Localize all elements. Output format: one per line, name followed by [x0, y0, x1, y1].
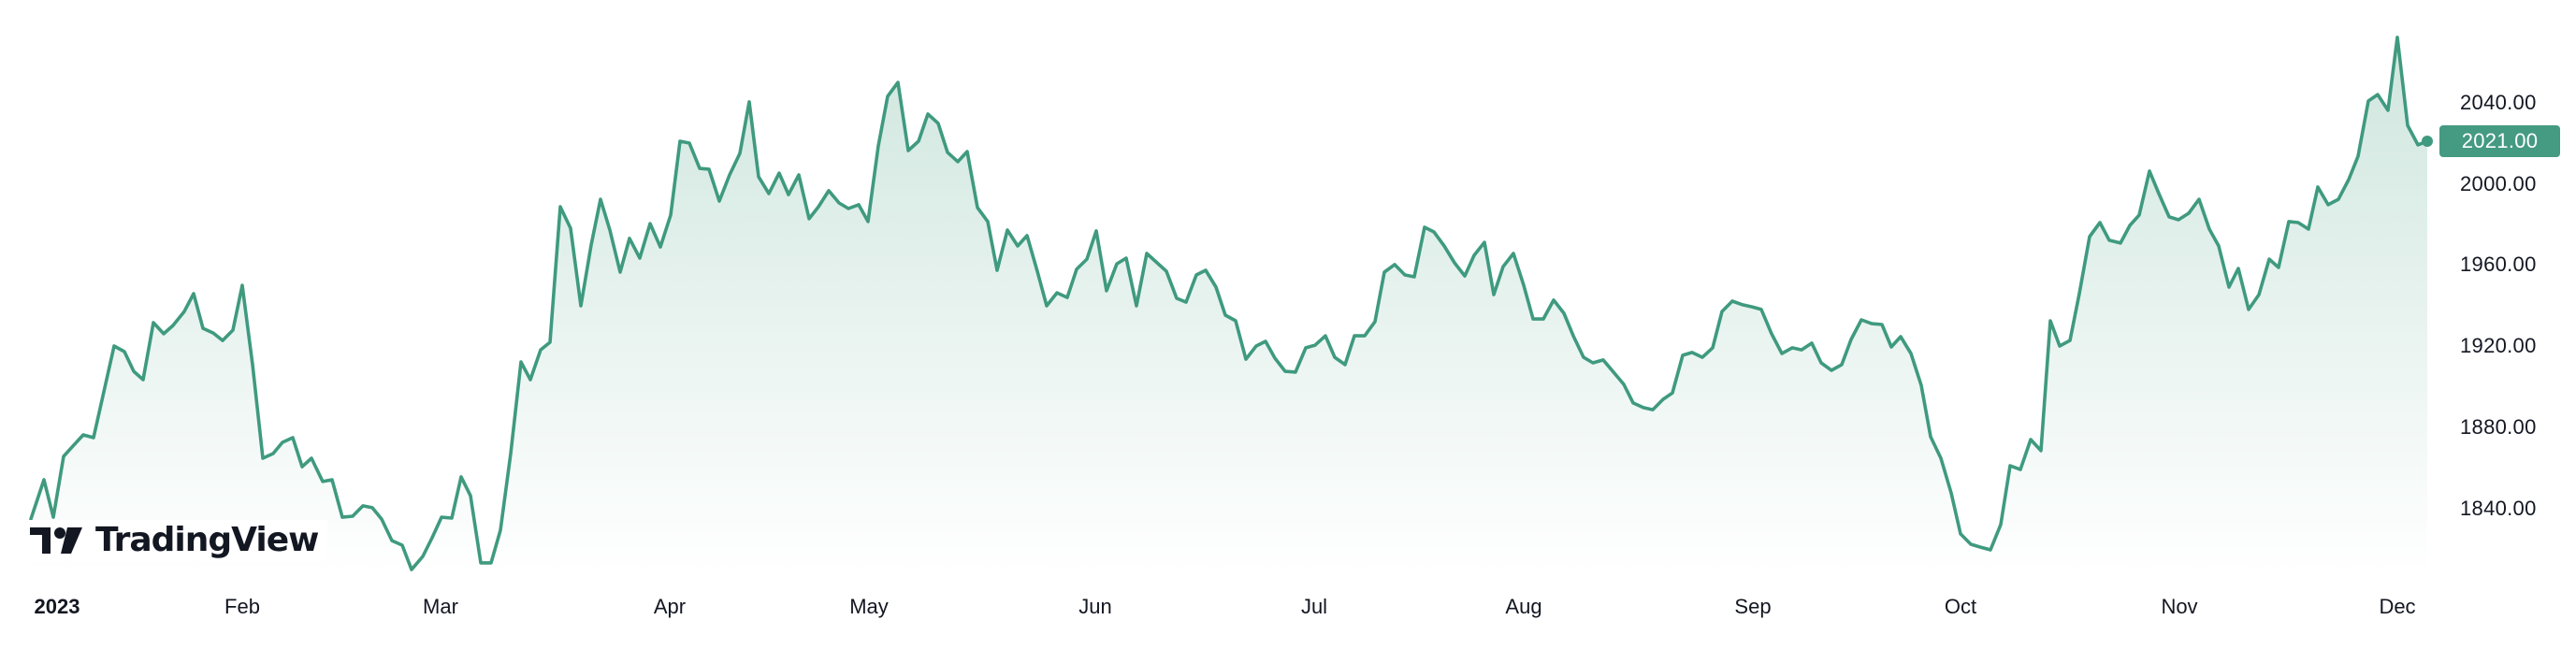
time-axis-label: Oct — [1944, 595, 1977, 618]
last-price-badge: 2021.00 — [2439, 125, 2560, 157]
time-axis-label: Nov — [2161, 595, 2198, 618]
time-axis-label: Sep — [1734, 595, 1772, 618]
price-axis-label: 2040.00 — [2460, 90, 2537, 114]
time-axis-label: Aug — [1505, 595, 1542, 618]
price-axis-label: 1920.00 — [2460, 334, 2537, 358]
time-axis-label: Feb — [224, 595, 260, 618]
logo-text: TradingView — [95, 521, 319, 559]
price-axis-label: 1840.00 — [2460, 496, 2537, 520]
last-price-dot — [2422, 136, 2433, 147]
time-axis-label: Jul — [1300, 595, 1328, 618]
price-axis-label: 1880.00 — [2460, 415, 2537, 439]
time-axis-label: Mar — [423, 595, 458, 618]
time-axis-label: Dec — [2379, 595, 2416, 618]
tradingview-logo[interactable]: TradingView — [26, 520, 327, 561]
time-axis-label: 2023 — [34, 595, 80, 618]
tradingview-logo-icon — [30, 527, 82, 554]
price-axis-label: 2000.00 — [2460, 171, 2537, 195]
time-axis-label: Jun — [1078, 595, 1112, 618]
time-axis-label: May — [849, 595, 889, 618]
area-fill — [31, 36, 2427, 574]
time-axis-label: Apr — [653, 595, 687, 618]
price-axis-label: 1960.00 — [2460, 252, 2537, 277]
price-line — [29, 36, 2429, 571]
